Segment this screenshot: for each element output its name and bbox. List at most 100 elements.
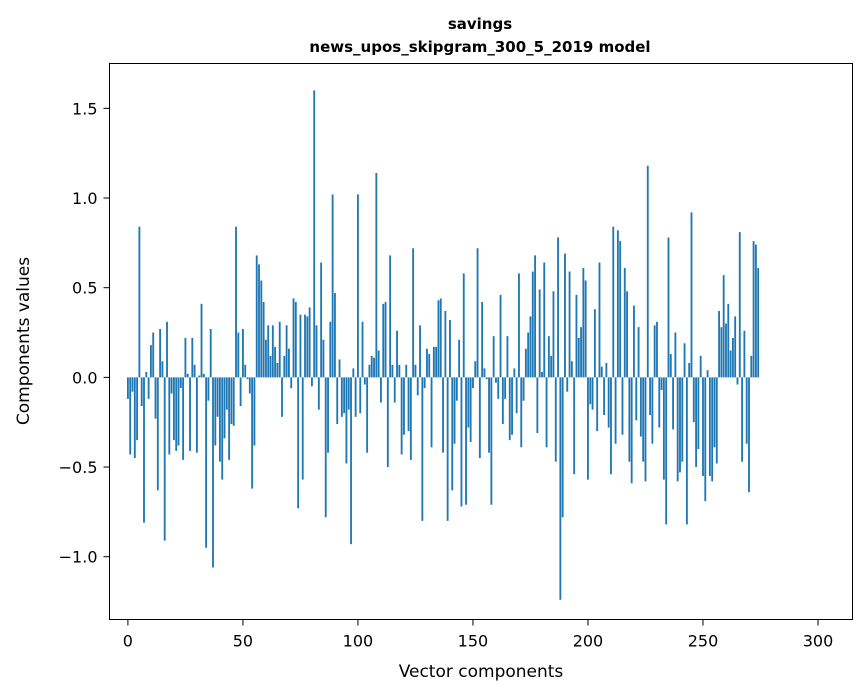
bar-component-42: [223, 377, 226, 439]
bar-component-132: [430, 377, 433, 448]
bar-component-226: [646, 165, 649, 378]
bar-component-81: [313, 90, 316, 378]
bar-component-260: [725, 323, 727, 378]
bar-component-33: [202, 373, 205, 378]
bar-component-76: [301, 377, 304, 480]
bar-component-14: [159, 328, 162, 378]
x-axis: 0 50 100 150 200 250 300: [123, 619, 834, 651]
bar-component-204: [596, 377, 599, 432]
bar-component-123: [409, 377, 412, 460]
bar-component-83: [317, 377, 320, 410]
y-axis-label: Components values: [14, 257, 34, 425]
bar-component-2: [131, 377, 134, 392]
bar-component-261: [727, 303, 730, 378]
bar-component-139: [446, 377, 449, 521]
bar-component-174: [527, 332, 530, 378]
bar-component-227: [649, 377, 651, 416]
bar-component-164: [504, 377, 507, 399]
bar-component-26: [186, 373, 189, 378]
bar-component-124: [412, 248, 415, 378]
bar-component-74: [297, 377, 300, 509]
bar-component-92: [338, 359, 341, 378]
bar-component-256: [715, 377, 718, 464]
bar-component-264: [734, 316, 737, 378]
y-tick-label: 1.0: [72, 189, 97, 208]
bar-component-176: [531, 271, 534, 378]
bar-component-109: [377, 350, 380, 378]
bar-component-63: [271, 325, 274, 378]
bar-component-118: [398, 364, 401, 378]
bar-component-7: [143, 377, 145, 523]
bar-component-242: [683, 343, 686, 378]
bar-component-69: [285, 325, 288, 378]
bar-component-38: [214, 377, 217, 446]
bar-component-78: [306, 316, 309, 378]
bar-component-149: [469, 377, 472, 442]
bar-component-228: [651, 377, 654, 444]
bar-component-51: [244, 364, 247, 378]
bar-component-245: [690, 212, 693, 378]
bar-component-155: [483, 368, 486, 378]
bar-component-259: [722, 275, 725, 378]
bar-component-273: [754, 244, 757, 378]
bar-component-160: [495, 377, 497, 383]
bar-component-191: [566, 377, 569, 392]
x-tick-label: 300: [803, 632, 834, 651]
bar-component-225: [644, 377, 647, 482]
bar-component-246: [692, 377, 695, 423]
x-tick-label: 200: [573, 632, 604, 651]
bar-component-94: [343, 377, 346, 414]
bar-component-141: [451, 377, 454, 491]
bar-component-107: [373, 357, 375, 378]
bar-component-54: [251, 377, 254, 489]
bar-component-3: [133, 377, 136, 459]
bar-component-91: [336, 377, 339, 424]
bar-component-147: [465, 377, 467, 505]
bar-component-114: [389, 255, 392, 378]
bar-component-0: [126, 377, 129, 399]
bar-component-95: [345, 377, 348, 464]
bar-component-90: [334, 293, 336, 378]
bar-component-220: [633, 305, 635, 378]
bar-component-187: [557, 237, 559, 378]
bar-component-67: [281, 377, 283, 417]
bar-component-197: [580, 327, 582, 378]
bar-component-167: [511, 377, 513, 435]
bar-component-115: [391, 364, 394, 378]
bar-component-219: [630, 377, 633, 484]
bar-component-137: [442, 377, 444, 453]
bar-component-170: [518, 273, 520, 378]
bar-component-244: [688, 363, 691, 378]
x-tick-label: 50: [233, 632, 253, 651]
bar-component-97: [350, 377, 352, 545]
bar-component-25: [184, 337, 187, 378]
bar-component-214: [619, 241, 622, 378]
bar-component-27: [189, 377, 191, 451]
bar-component-47: [235, 226, 237, 378]
bar-component-161: [497, 377, 500, 399]
bar-component-72: [292, 298, 295, 378]
bar-component-234: [665, 377, 668, 525]
bar-component-62: [269, 355, 272, 378]
bar-component-257: [718, 311, 720, 378]
bar-component-24: [182, 377, 185, 460]
bar-component-270: [748, 377, 750, 493]
plot-frame: [109, 63, 853, 620]
bar-component-274: [757, 267, 760, 378]
bar-component-247: [695, 377, 697, 468]
bar-component-41: [221, 377, 224, 480]
bar-component-70: [288, 348, 290, 378]
bar-component-208: [605, 363, 608, 378]
bar-component-65: [276, 363, 279, 378]
bar-component-80: [311, 377, 313, 387]
chart-title: savings: [448, 15, 512, 33]
bar-component-258: [720, 327, 723, 378]
bar-component-171: [520, 377, 523, 448]
y-tick-label: −0.5: [59, 458, 98, 477]
bar-component-32: [200, 303, 203, 378]
bar-component-168: [513, 368, 516, 378]
bar-component-150: [472, 377, 474, 389]
bar-component-64: [274, 346, 277, 378]
bar-component-254: [711, 377, 714, 482]
bar-component-188: [559, 377, 562, 600]
